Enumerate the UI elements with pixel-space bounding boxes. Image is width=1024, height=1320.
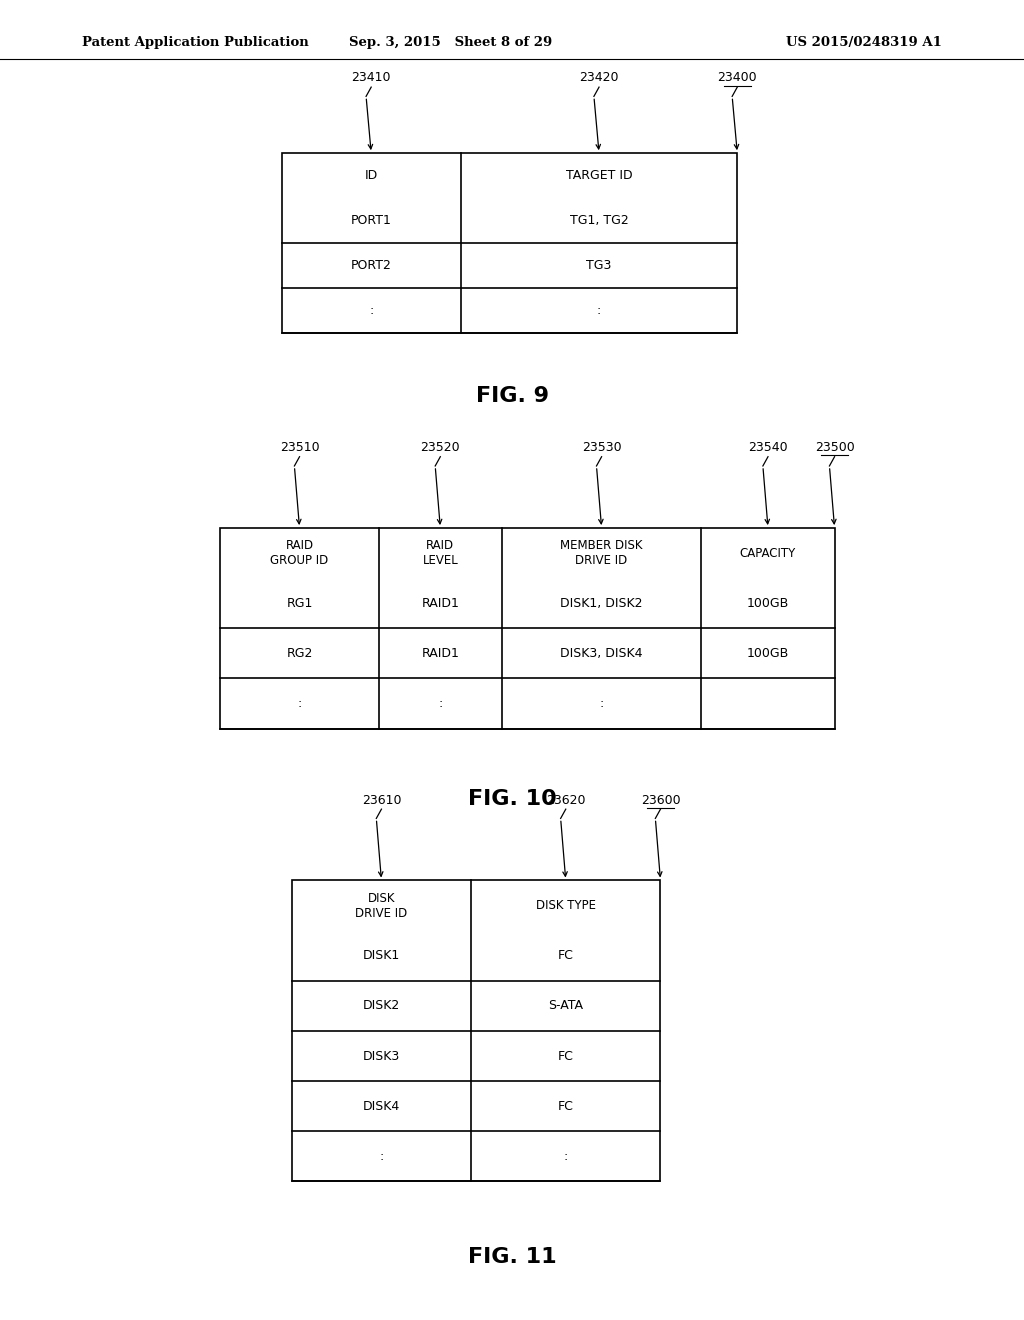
Text: 23610: 23610: [361, 793, 401, 807]
Text: DISK4: DISK4: [362, 1100, 400, 1113]
Text: FC: FC: [558, 949, 573, 962]
Text: 23510: 23510: [280, 441, 319, 454]
Text: 23400: 23400: [718, 71, 757, 84]
Text: :: :: [379, 1150, 384, 1163]
Text: 23530: 23530: [582, 441, 622, 454]
Text: :: :: [297, 697, 302, 710]
Text: RAID
GROUP ID: RAID GROUP ID: [270, 539, 329, 568]
Text: Sep. 3, 2015   Sheet 8 of 29: Sep. 3, 2015 Sheet 8 of 29: [349, 36, 552, 49]
Text: RG2: RG2: [287, 647, 312, 660]
Text: 23540: 23540: [749, 441, 787, 454]
Text: TG1, TG2: TG1, TG2: [569, 214, 629, 227]
Text: DISK3, DISK4: DISK3, DISK4: [560, 647, 643, 660]
Text: DISK
DRIVE ID: DISK DRIVE ID: [355, 891, 408, 920]
Text: 23620: 23620: [546, 793, 586, 807]
Text: PORT1: PORT1: [351, 214, 391, 227]
Text: DISK1, DISK2: DISK1, DISK2: [560, 597, 643, 610]
Text: CAPACITY: CAPACITY: [740, 546, 796, 560]
Text: 100GB: 100GB: [746, 597, 790, 610]
Text: US 2015/0248319 A1: US 2015/0248319 A1: [786, 36, 942, 49]
Text: ID: ID: [365, 169, 378, 182]
Text: 100GB: 100GB: [746, 647, 790, 660]
Text: FIG. 10: FIG. 10: [468, 788, 556, 809]
Text: DISK3: DISK3: [362, 1049, 400, 1063]
Text: :: :: [438, 697, 442, 710]
Text: RAID1: RAID1: [422, 597, 459, 610]
Bar: [292, 880, 660, 1181]
Text: RAID1: RAID1: [422, 647, 459, 660]
Text: :: :: [599, 697, 604, 710]
Text: RG1: RG1: [287, 597, 312, 610]
Text: PORT2: PORT2: [351, 259, 391, 272]
Text: DISK TYPE: DISK TYPE: [536, 899, 596, 912]
Text: MEMBER DISK
DRIVE ID: MEMBER DISK DRIVE ID: [560, 539, 643, 568]
Text: :: :: [597, 304, 601, 317]
Text: S-ATA: S-ATA: [548, 999, 584, 1012]
Text: 23600: 23600: [641, 793, 680, 807]
Text: RAID
LEVEL: RAID LEVEL: [423, 539, 458, 568]
Text: :: :: [369, 304, 374, 317]
Text: 23500: 23500: [815, 441, 854, 454]
Text: TARGET ID: TARGET ID: [565, 169, 633, 182]
Text: FIG. 9: FIG. 9: [475, 385, 549, 407]
Text: 23420: 23420: [580, 71, 618, 84]
Text: FC: FC: [558, 1049, 573, 1063]
Text: :: :: [563, 1150, 568, 1163]
Bar: [282, 153, 737, 333]
Text: DISK2: DISK2: [362, 999, 400, 1012]
Text: 23520: 23520: [421, 441, 460, 454]
Text: Patent Application Publication: Patent Application Publication: [82, 36, 308, 49]
Text: 23410: 23410: [351, 71, 391, 84]
Text: FIG. 11: FIG. 11: [468, 1246, 556, 1267]
Text: TG3: TG3: [587, 259, 611, 272]
Text: FC: FC: [558, 1100, 573, 1113]
Text: DISK1: DISK1: [362, 949, 400, 962]
Bar: [220, 528, 835, 729]
